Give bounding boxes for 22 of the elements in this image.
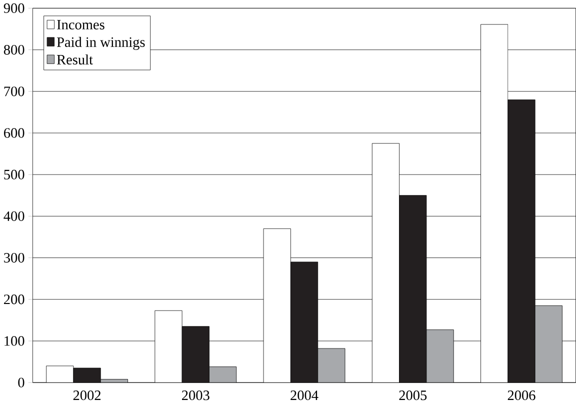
y-tick-label: 200: [4, 294, 24, 304]
legend-label: Result: [56, 54, 93, 65]
y-tick-label: 800: [4, 45, 24, 55]
bar: [209, 366, 237, 383]
x-tick-label: 2006: [508, 390, 536, 400]
y-tick-label: 100: [4, 336, 24, 346]
y-tick-label: 900: [4, 4, 24, 14]
bar: [534, 306, 562, 383]
bar: [318, 348, 346, 383]
y-tick-label: 600: [4, 128, 24, 138]
legend-label: Incomes: [57, 20, 104, 30]
legend-label: Paid in winnigs: [56, 37, 145, 50]
y-tick-label: 700: [4, 86, 24, 96]
y-tick-label: 300: [4, 253, 24, 263]
y-tick-label: 0: [18, 378, 24, 388]
x-tick-label: 2004: [290, 390, 318, 400]
y-tick-label: 400: [4, 212, 24, 222]
bar: [426, 330, 454, 383]
x-tick-label: 2003: [182, 390, 210, 400]
x-tick-label: 2002: [73, 390, 101, 400]
x-tick-label: 2005: [399, 390, 427, 400]
y-tick-label: 500: [4, 170, 24, 180]
